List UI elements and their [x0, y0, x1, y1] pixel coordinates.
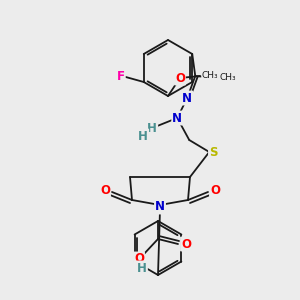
Text: H: H — [138, 130, 148, 142]
Text: H: H — [147, 122, 157, 136]
Text: O: O — [181, 238, 191, 250]
Text: CH₃: CH₃ — [202, 71, 218, 80]
Text: CH₃: CH₃ — [220, 74, 237, 82]
Text: H: H — [137, 262, 147, 275]
Text: S: S — [209, 146, 218, 158]
Text: N: N — [182, 92, 192, 104]
Text: O: O — [210, 184, 220, 196]
Text: F: F — [117, 70, 125, 83]
Text: O: O — [100, 184, 110, 196]
Text: O: O — [175, 71, 185, 85]
Text: O: O — [134, 253, 144, 266]
Text: N: N — [155, 200, 165, 214]
Text: N: N — [172, 112, 182, 124]
